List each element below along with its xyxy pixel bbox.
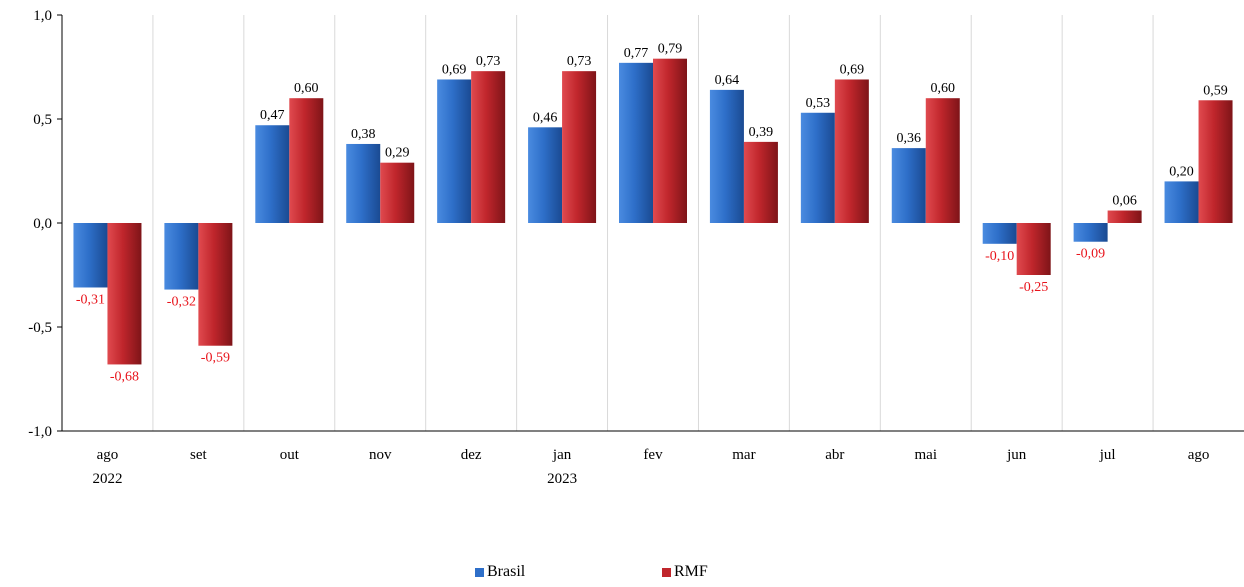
x-tick-label: set [190, 447, 207, 463]
bar-rmf [834, 79, 869, 223]
data-label-rmf: 0,79 [658, 42, 683, 57]
data-label-brasil: 0,36 [897, 131, 922, 146]
bar-rmf [743, 141, 778, 223]
data-label-brasil: -0,10 [985, 249, 1014, 264]
data-label-rmf: 0,39 [749, 125, 774, 140]
x-tick-label: fev [643, 447, 663, 463]
x-tick-label: nov [369, 447, 392, 463]
bar-rmf [380, 162, 415, 223]
data-label-rmf: -0,68 [110, 369, 139, 384]
legend-label-brasil: Brasil [487, 563, 526, 580]
bar-brasil [1073, 223, 1108, 242]
data-label-rmf: 0,06 [1112, 194, 1137, 209]
x-tick-label: abr [825, 447, 844, 463]
data-label-rmf: 0,73 [567, 54, 592, 69]
legend-swatch-rmf [662, 567, 671, 577]
x-tick-label: mai [915, 447, 938, 463]
data-label-rmf: 0,73 [476, 54, 501, 69]
data-label-brasil: 0,47 [260, 108, 285, 123]
y-tick-label: 0,5 [33, 112, 52, 128]
data-label-brasil: 0,38 [351, 127, 376, 142]
bar-rmf [653, 58, 687, 224]
legend-swatch-brasil [475, 567, 484, 577]
bar-rmf [925, 98, 960, 223]
y-tick-label: 0,0 [33, 216, 52, 232]
legend: Brasil RMF [0, 563, 1244, 583]
data-label-rmf: 0,29 [385, 146, 410, 161]
x-tick-label: ago [1188, 447, 1210, 463]
bar-rmf [1107, 210, 1142, 223]
data-label-brasil: 0,20 [1169, 164, 1194, 179]
legend-item-brasil: Brasil [475, 563, 525, 581]
y-tick-label: -0,5 [28, 320, 52, 336]
legend-item-rmf: RMF [662, 563, 708, 581]
data-label-rmf: 0,59 [1203, 83, 1228, 98]
y-tick-label: 1,0 [33, 8, 52, 24]
bar-brasil [73, 223, 108, 288]
bar-brasil [800, 112, 835, 223]
bar-brasil [1164, 181, 1199, 223]
bar-brasil [255, 125, 290, 223]
data-label-brasil: -0,31 [76, 292, 105, 307]
bar-rmf [562, 71, 597, 223]
x-tick-label: mar [732, 447, 755, 463]
data-label-brasil: 0,46 [533, 110, 558, 125]
x-tick-sublabel: 2022 [92, 471, 122, 487]
data-label-rmf: -0,59 [201, 351, 230, 366]
x-tick-sublabel: 2023 [547, 471, 577, 487]
data-label-rmf: 0,60 [931, 81, 956, 96]
bar-brasil [709, 89, 744, 223]
x-tick-label: jul [1099, 447, 1116, 463]
bar-brasil [164, 223, 199, 290]
data-label-brasil: -0,09 [1076, 247, 1105, 262]
bar-brasil [528, 127, 563, 223]
bar-rmf [1198, 100, 1233, 223]
legend-label-rmf: RMF [674, 563, 708, 580]
bar-rmf [471, 71, 506, 223]
data-label-rmf: 0,60 [294, 81, 319, 96]
data-label-brasil: 0,69 [442, 62, 467, 77]
bar-rmf [1016, 223, 1051, 275]
data-label-brasil: 0,53 [806, 96, 831, 111]
bar-brasil [437, 79, 472, 223]
bar-brasil [982, 223, 1017, 244]
bar-chart: 1,0 0,5 0,0 -0,5 -1,0 ago 2022 -0,31 -0,68 set -0,… [28, 8, 1244, 487]
bar-brasil [346, 143, 381, 223]
bar-brasil [619, 62, 653, 224]
bar-rmf [198, 223, 233, 346]
x-tick-label: ago [97, 447, 119, 463]
data-label-brasil: -0,32 [167, 295, 196, 310]
x-tick-label: out [280, 447, 300, 463]
x-tick-label: dez [461, 447, 482, 463]
data-label-rmf: 0,69 [840, 62, 865, 77]
x-tick-label: jun [1006, 447, 1027, 463]
data-label-brasil: 0,77 [624, 46, 649, 61]
data-label-rmf: -0,25 [1019, 280, 1048, 295]
data-label-brasil: 0,64 [715, 73, 740, 88]
bar-brasil [891, 148, 926, 223]
x-tick-label: jan [552, 447, 572, 463]
bar-rmf [107, 223, 142, 365]
y-tick-label: -1,0 [28, 424, 52, 440]
bar-rmf [289, 98, 324, 223]
